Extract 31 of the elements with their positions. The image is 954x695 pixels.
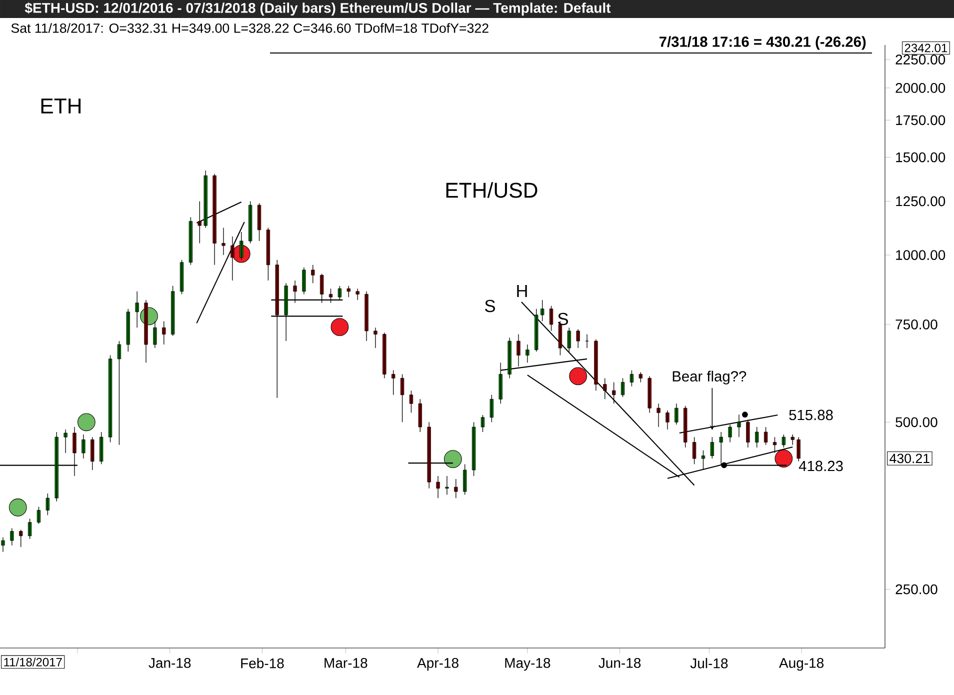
annotation: ETH/USD	[446, 182, 538, 198]
y-tick-label: 500.00	[896, 417, 938, 428]
y-tick-label: 1000.00	[896, 250, 946, 260]
y-tick-label: 2000.00	[896, 82, 946, 93]
text: 11/18/2017	[4, 658, 62, 666]
x-tick-label: Apr-18	[417, 658, 458, 671]
annotation: 515.88	[789, 410, 833, 420]
x-tick-label: Jan-18	[148, 658, 191, 668]
x-tick-label: Feb-18	[241, 658, 284, 668]
x-tick-label: Jul-18	[690, 658, 728, 668]
x-tick-label: May-18	[505, 658, 550, 671]
annotation: 7/31/18 17:16 = 430.21 (-26.26)	[660, 36, 866, 50]
annotation: ETH	[41, 98, 81, 114]
annotation: S	[485, 300, 495, 312]
chart-title: $ETH-USD: 12/01/2016 - 07/31/2018 (Daily bars) Ethereum/US Dollar — Template: Default	[24, 2, 611, 16]
y-tick-label: 750.00	[896, 319, 938, 330]
y-tick-label: 250.00	[896, 584, 938, 594]
y-tick-label: 1250.00	[896, 196, 946, 206]
annotation: H	[517, 285, 527, 297]
x-tick-label: Mar-18	[324, 658, 368, 668]
y-tick-label: 1500.00	[896, 152, 946, 162]
y-tick-label: 2250.00	[896, 54, 946, 64]
text: 430.21	[890, 454, 930, 464]
text: 2342.01	[904, 44, 948, 52]
annotation: S	[558, 312, 568, 326]
annotation: Bear flag??	[672, 370, 746, 384]
x-tick-label: Aug-18	[779, 658, 824, 671]
x-tick-label: Jun-18	[598, 658, 641, 668]
annotation: 418.23	[798, 460, 843, 472]
y-tick-label: 1750.00	[896, 115, 946, 126]
chart-subtitle: Sat 11/18/2017: O=332.31 H=349.00 L=328.22 C=346.60 TDofM=18 TDofY=322	[11, 23, 488, 33]
